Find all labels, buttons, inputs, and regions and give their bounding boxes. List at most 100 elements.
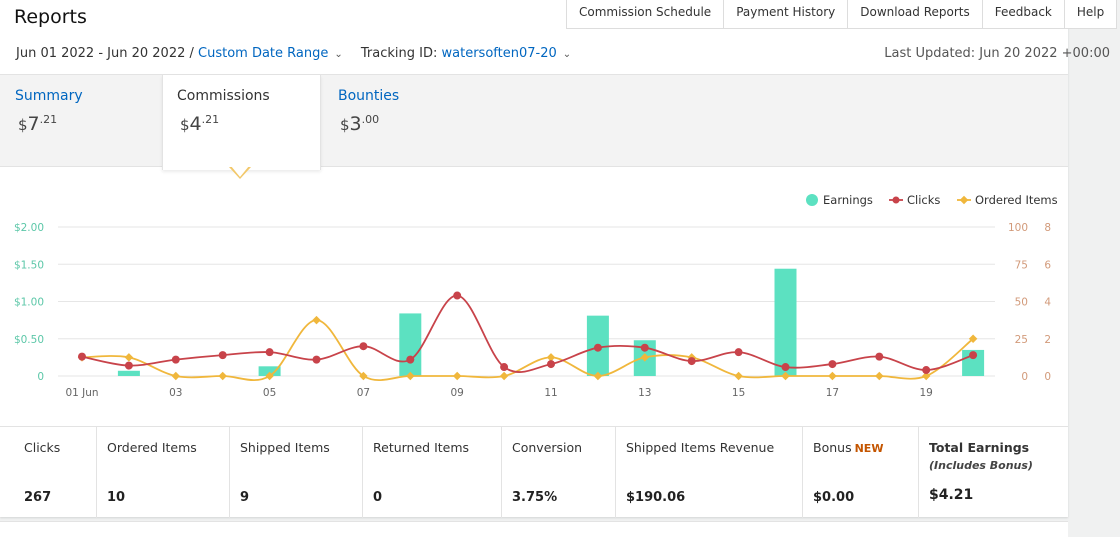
stat-label: Returned Items xyxy=(373,440,470,455)
tab-commissions[interactable]: Commissions $4.21 xyxy=(162,75,321,170)
stat-value: 267 xyxy=(24,490,52,505)
chevron-down-icon[interactable]: ⌄ xyxy=(562,49,572,60)
tab-label: Commissions xyxy=(177,88,270,104)
clicks-point xyxy=(500,363,509,372)
stats-row: Clicks 267 Ordered Items 10 Shipped Item… xyxy=(0,426,1068,518)
x-tick-label: 13 xyxy=(638,387,651,399)
legend-earnings-label: Earnings xyxy=(823,193,873,207)
ordered-items-point xyxy=(968,334,978,343)
y-right-tick-label: 6 xyxy=(1044,259,1051,271)
ordered-items-point xyxy=(921,371,931,381)
earnings-bar xyxy=(258,366,281,376)
download-reports-link[interactable]: Download Reports xyxy=(848,0,983,28)
stat-sublabel: (Includes Bonus) xyxy=(929,459,1033,472)
custom-date-range-dropdown[interactable]: Custom Date Range xyxy=(198,46,329,61)
tab-label: Bounties xyxy=(338,88,400,104)
stat-value: 3.75% xyxy=(512,490,558,505)
ordered-items-point xyxy=(218,371,227,381)
y-mid-tick-label: 0 xyxy=(1021,371,1028,383)
tracking-id-dropdown[interactable]: watersoften07-20 xyxy=(441,46,557,61)
page-title: Reports xyxy=(14,6,87,28)
legend-ordered-label: Ordered Items xyxy=(975,193,1058,207)
x-tick-label: 19 xyxy=(920,387,933,399)
ordered-items-point xyxy=(546,353,556,362)
feedback-link[interactable]: Feedback xyxy=(983,0,1065,28)
tab-bounties[interactable]: Bounties $3.00 xyxy=(323,75,473,166)
stat-shipped-items-revenue: Shipped Items Revenue $190.06 xyxy=(616,427,803,518)
y-left-tick-label: $2.00 xyxy=(14,222,44,234)
stat-clicks: Clicks 267 xyxy=(0,427,97,518)
earnings-bar xyxy=(117,370,140,376)
stat-label: Shipped Items xyxy=(240,440,330,455)
tab-summary[interactable]: Summary $7.21 xyxy=(0,75,162,166)
ordered-items-point xyxy=(359,371,368,381)
next-section-strip xyxy=(0,521,1068,537)
clicks-point xyxy=(124,361,133,370)
chevron-down-icon[interactable]: ⌄ xyxy=(334,49,343,60)
y-mid-tick-label: 50 xyxy=(1015,297,1028,309)
clicks-point xyxy=(687,357,696,366)
ordered-items-point xyxy=(265,371,274,381)
y-left-tick-label: 0 xyxy=(37,371,44,383)
stat-label: Clicks xyxy=(24,440,61,455)
x-tick-label: 05 xyxy=(263,387,276,399)
clicks-point xyxy=(969,351,978,360)
report-tabs: Summary $7.21 Commissions $4.21 Bounties… xyxy=(0,74,1068,170)
ordered-items-point xyxy=(124,353,134,362)
x-tick-label: 07 xyxy=(357,387,370,399)
legend-ordered-marker xyxy=(959,195,969,205)
stat-value: 9 xyxy=(240,490,250,505)
ordered-items-point xyxy=(640,353,650,362)
clicks-line xyxy=(81,294,974,373)
clicks-point xyxy=(78,352,86,361)
top-links-bar: Commission Schedule Payment History Down… xyxy=(566,0,1118,29)
y-left-tick-label: $1.50 xyxy=(14,259,44,271)
stat-bonus: Bonus NEW $0.00 xyxy=(803,427,919,518)
clicks-point xyxy=(593,343,602,352)
stat-shipped-items: Shipped Items 9 xyxy=(230,427,363,518)
last-updated: Last Updated: Jun 20 2022 +00:00 xyxy=(884,46,1110,61)
earnings-chart: 0 $0.50 $1.00 $1.50 $2.00 0 25 50 75 100 0 2 4 6 8 01 J… xyxy=(14,193,1058,399)
commission-schedule-link[interactable]: Commission Schedule xyxy=(567,0,725,28)
y-right-tick-label: 0 xyxy=(1044,371,1051,383)
new-badge: NEW xyxy=(854,442,884,455)
clicks-point xyxy=(922,366,931,375)
ordered-items-point xyxy=(593,371,603,381)
earnings-bar xyxy=(774,268,797,376)
clicks-point xyxy=(875,352,884,361)
y-left-tick-label: $0.50 xyxy=(14,334,44,346)
stat-ordered-items: Ordered Items 10 xyxy=(97,427,230,518)
ordered-items-point xyxy=(828,371,837,381)
stat-value: 0 xyxy=(373,490,383,505)
clicks-point xyxy=(734,348,743,357)
tab-value: $3.00 xyxy=(340,113,380,135)
active-tab-pointer-fill xyxy=(231,166,249,177)
clicks-point xyxy=(359,342,368,351)
y-left-tick-label: $1.00 xyxy=(14,297,44,309)
stat-label: Bonus NEW xyxy=(813,440,884,455)
stat-value: $0.00 xyxy=(813,490,855,505)
y-right-tick-label: 8 xyxy=(1044,222,1051,234)
payment-history-link[interactable]: Payment History xyxy=(724,0,849,28)
clicks-point xyxy=(312,355,321,364)
help-link[interactable]: Help xyxy=(1065,0,1118,28)
legend-clicks-marker xyxy=(892,196,900,204)
stat-value: $190.06 xyxy=(626,490,686,505)
ordered-items-point xyxy=(406,371,415,381)
y-right-tick-label: 2 xyxy=(1044,334,1051,346)
ordered-items-point xyxy=(781,371,790,381)
y-mid-tick-label: 100 xyxy=(1008,222,1028,234)
clicks-point xyxy=(171,355,180,364)
ordered-items-point xyxy=(734,371,743,381)
clicks-point xyxy=(453,291,462,300)
date-range-text: Jun 01 2022 - Jun 20 2022 / xyxy=(16,46,194,61)
y-mid-tick-label: 75 xyxy=(1015,259,1028,271)
ordered-items-point xyxy=(312,315,321,325)
ordered-items-point xyxy=(875,371,884,381)
stat-returned-items: Returned Items 0 xyxy=(363,427,502,518)
x-tick-label: 01 Jun xyxy=(65,387,98,399)
filters-row: Jun 01 2022 - Jun 20 2022 / Custom Date … xyxy=(16,46,575,61)
tab-value: $4.21 xyxy=(180,113,220,135)
tab-value: $7.21 xyxy=(18,113,58,135)
clicks-point xyxy=(547,360,555,369)
